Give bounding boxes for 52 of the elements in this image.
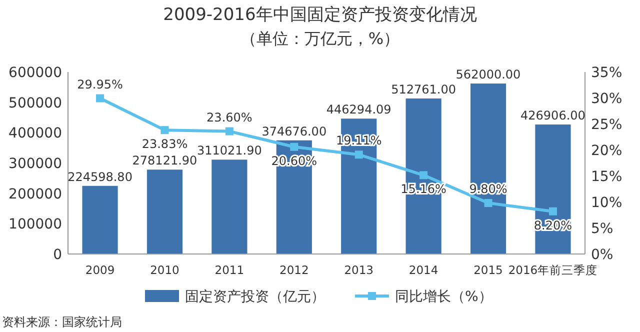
bar <box>535 124 571 254</box>
data-label: 512761.00 <box>391 82 456 96</box>
y2-tick-label: 35% <box>591 65 622 81</box>
data-label: 374676.00 <box>262 124 327 138</box>
point <box>484 199 492 208</box>
y2-tick-label: 25% <box>591 117 622 133</box>
y2-tick-label: 0% <box>591 247 614 263</box>
chart-title: 2009-2016年中国固定资产投资变化情况 <box>163 5 477 25</box>
data-label: 23.83% <box>142 137 188 152</box>
bar <box>470 84 506 254</box>
point <box>160 126 169 134</box>
data-label: 278121.90 <box>132 154 198 168</box>
y-tick-label: 600000 <box>8 65 62 81</box>
y-tick-label: 100000 <box>8 216 62 233</box>
data-label: 446294.09 <box>326 102 392 117</box>
y-tick-label: 0 <box>53 247 62 263</box>
legend-label: 固定资产投资（亿元） <box>185 289 325 305</box>
data-label: 224598.80 <box>68 170 132 184</box>
y2-tick-label: 10% <box>591 195 622 211</box>
y2-tick-label: 15% <box>591 169 622 185</box>
bar <box>82 186 118 254</box>
x-tick-label: 2012 <box>280 263 309 277</box>
point <box>420 171 428 180</box>
y-tick-label: 200000 <box>8 186 62 202</box>
y2-tick-label: 20% <box>591 143 622 159</box>
x-tick-label: 2010 <box>150 263 180 277</box>
point <box>548 207 557 216</box>
y-tick-label: 400000 <box>8 126 62 142</box>
data-label: 562000.00 <box>456 68 521 82</box>
data-label: 29.95% <box>77 77 123 92</box>
point <box>354 150 363 159</box>
legend-label: 同比增长（%） <box>395 289 492 305</box>
x-tick-label: 2016年前三季度 <box>508 263 598 277</box>
bar <box>146 170 183 254</box>
x-tick-label: 2013 <box>344 263 374 277</box>
y2-tick-label: 5% <box>591 221 614 237</box>
y-tick-label: 300000 <box>8 156 62 172</box>
x-tick-label: 2014 <box>408 263 438 277</box>
x-tick-label: 2011 <box>214 263 244 277</box>
data-label: 23.60% <box>206 110 252 124</box>
bar <box>212 160 248 254</box>
x-tick-label: 2009 <box>85 263 115 277</box>
point <box>96 94 104 102</box>
point <box>290 142 298 151</box>
y-tick-label: 500000 <box>8 95 62 112</box>
x-tick-label: 2015 <box>474 263 503 277</box>
data-label: 311021.90 <box>196 144 262 158</box>
chart-subtitle: （单位：万亿元，%） <box>240 29 400 48</box>
data-label: 426906.00 <box>520 108 586 123</box>
y2-tick-label: 30% <box>591 91 622 107</box>
point <box>225 127 234 136</box>
text: 资料来源：国家统计局 <box>2 315 122 329</box>
